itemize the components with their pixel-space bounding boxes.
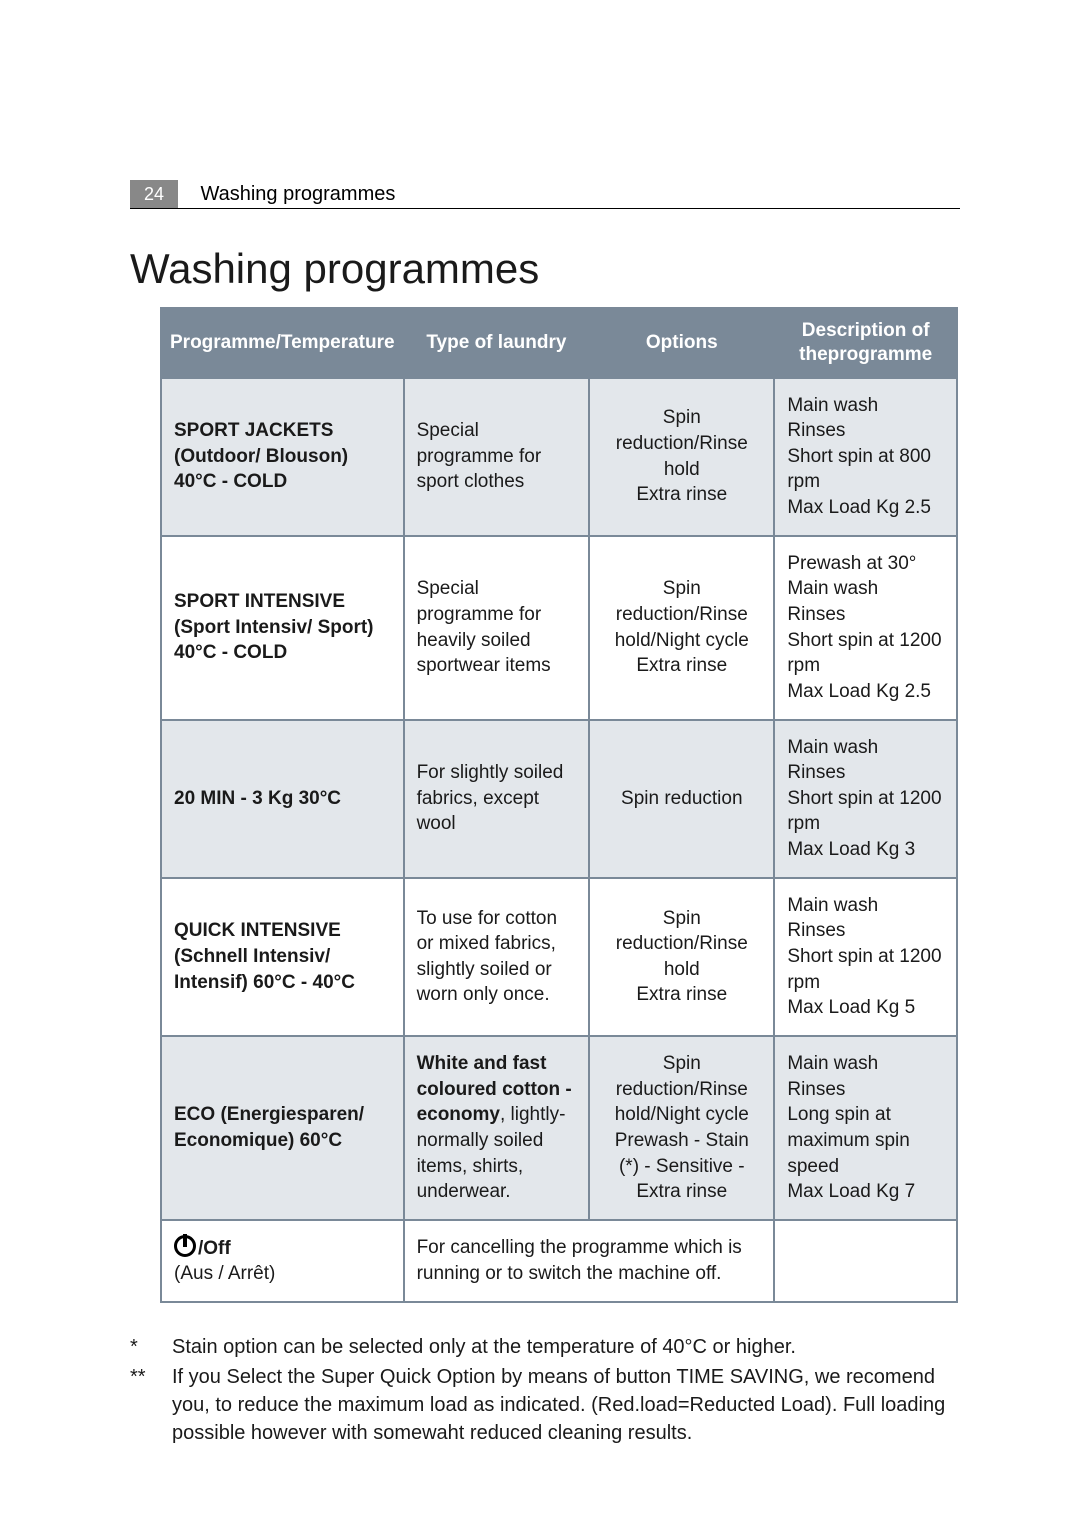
table-header-row: Programme/Temperature Type of laundry Op… bbox=[161, 308, 957, 378]
footnote-1: *Stain option can be selected only at th… bbox=[130, 1333, 960, 1361]
page-header: 24 Washing programmes bbox=[130, 0, 960, 209]
table-row: 20 MIN - 3 Kg 30°C For slightly soiled f… bbox=[161, 720, 957, 878]
off-label: /Off bbox=[198, 1238, 231, 1259]
content-area: Washing programmes Programme/Temperature… bbox=[130, 209, 960, 1303]
cell-programme: QUICK INTENSIVE (Schnell Intensiv/ Inten… bbox=[161, 878, 404, 1036]
cell-programme: 20 MIN - 3 Kg 30°C bbox=[161, 720, 404, 878]
cell-programme: SPORT JACKETS (Outdoor/ Blouson) 40°C - … bbox=[161, 378, 404, 536]
main-heading: Washing programmes bbox=[130, 245, 960, 293]
off-sub: (Aus / Arrêt) bbox=[174, 1263, 275, 1284]
table-row-off: /Off (Aus / Arrêt) For cancelling the pr… bbox=[161, 1220, 957, 1302]
table-row: ECO (Energiesparen/ Economique) 60°C Whi… bbox=[161, 1036, 957, 1220]
cell-off: /Off (Aus / Arrêt) bbox=[161, 1220, 404, 1302]
page-header-title: Washing programmes bbox=[200, 183, 395, 207]
cell-desc: Main washRinsesLong spin at maximum spin… bbox=[774, 1036, 957, 1220]
col-programme: Programme/Temperature bbox=[161, 308, 404, 378]
cell-options: Spin reduction/Rinse holdExtra rinse bbox=[589, 378, 774, 536]
page-number-tab: 24 bbox=[130, 180, 178, 208]
programmes-table: Programme/Temperature Type of laundry Op… bbox=[160, 307, 958, 1303]
cell-options: Spin reduction/Rinse hold/Night cyclePre… bbox=[589, 1036, 774, 1220]
cell-options: Spin reduction/Rinse holdExtra rinse bbox=[589, 878, 774, 1036]
cell-programme: SPORT INTENSIVE (Sport Intensiv/ Sport) … bbox=[161, 536, 404, 720]
footnotes: *Stain option can be selected only at th… bbox=[130, 1333, 960, 1447]
cell-options: Spin reduction/Rinse hold/Night cycleExt… bbox=[589, 536, 774, 720]
type-bold2: economy bbox=[417, 1104, 500, 1125]
type-bold: White and fast coloured cotton - bbox=[417, 1053, 572, 1100]
cell-type: Special programme for sport clothes bbox=[404, 378, 590, 536]
cell-type: For slightly soiled fabrics, except wool bbox=[404, 720, 590, 878]
cell-off-text: For cancelling the programme which is ru… bbox=[404, 1220, 775, 1302]
table-row: QUICK INTENSIVE (Schnell Intensiv/ Inten… bbox=[161, 878, 957, 1036]
cell-desc: Main washRinsesShort spin at 1200 rpmMax… bbox=[774, 878, 957, 1036]
cell-type: White and fast coloured cotton - economy… bbox=[404, 1036, 590, 1220]
cell-options: Spin reduction bbox=[589, 720, 774, 878]
cell-programme: ECO (Energiesparen/ Economique) 60°C bbox=[161, 1036, 404, 1220]
cell-desc: Main washRinsesShort spin at 800 rpmMax … bbox=[774, 378, 957, 536]
cell-off-empty bbox=[774, 1220, 957, 1302]
col-type: Type of laundry bbox=[404, 308, 590, 378]
cell-desc: Prewash at 30°Main washRinsesShort spin … bbox=[774, 536, 957, 720]
cell-desc: Main washRinsesShort spin at 1200 rpmMax… bbox=[774, 720, 957, 878]
table-row: SPORT JACKETS (Outdoor/ Blouson) 40°C - … bbox=[161, 378, 957, 536]
cell-type: Special programme for heavily soiled spo… bbox=[404, 536, 590, 720]
table-row: SPORT INTENSIVE (Sport Intensiv/ Sport) … bbox=[161, 536, 957, 720]
footnote-2: **If you Select the Super Quick Option b… bbox=[130, 1363, 960, 1447]
power-icon bbox=[174, 1235, 196, 1257]
col-desc: Description of theprogramme bbox=[774, 308, 957, 378]
cell-type: To use for cotton or mixed fabrics, slig… bbox=[404, 878, 590, 1036]
col-options: Options bbox=[589, 308, 774, 378]
